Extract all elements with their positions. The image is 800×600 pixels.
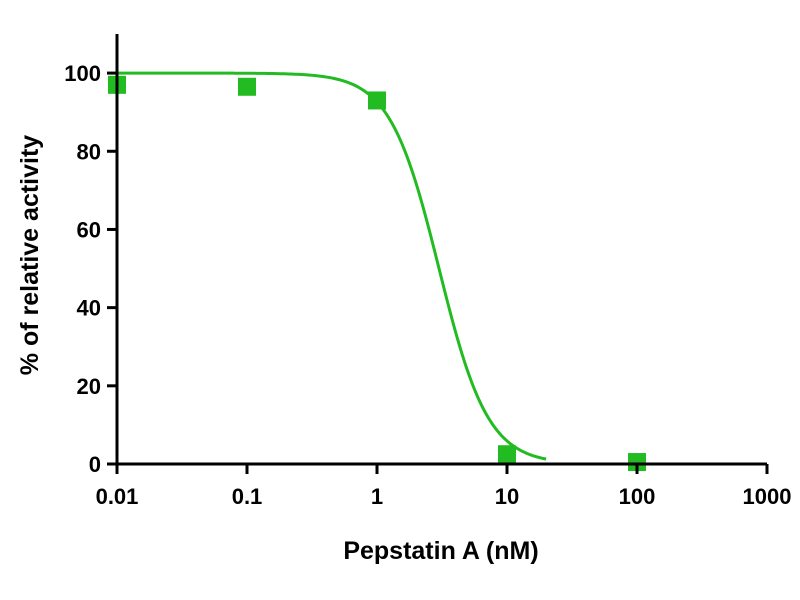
x-tick-label: 0.01 <box>96 484 139 509</box>
y-tick-label: 40 <box>77 296 101 321</box>
y-axis-title: % of relative activity <box>16 135 44 375</box>
data-point <box>628 453 646 472</box>
x-axis-title: Pepstatin A (nM) <box>343 537 538 565</box>
x-tick-label: 10 <box>495 484 519 509</box>
x-tick-label: 1000 <box>743 484 792 509</box>
y-tick-label: 80 <box>77 139 101 164</box>
y-tick-label: 100 <box>64 61 101 86</box>
y-tick-label: 0 <box>89 452 101 477</box>
data-point <box>368 91 386 110</box>
x-tick-label: 1 <box>371 484 383 509</box>
x-tick-label: 100 <box>619 484 656 509</box>
data-points-layer <box>108 75 646 472</box>
data-point <box>498 445 516 464</box>
y-tick-label: 20 <box>77 374 101 399</box>
y-tick-label: 60 <box>77 217 101 242</box>
y-axis-ticks: 0 20 40 60 80 100 <box>64 61 117 477</box>
fit-curve <box>117 71 547 461</box>
x-tick-label: 0.1 <box>232 484 263 509</box>
x-axis-ticks: 0.01 0.1 1 10 100 1000 <box>96 464 792 509</box>
axes: 0.01 0.1 1 10 100 1000 0 20 40 60 80 100 <box>64 34 791 509</box>
fit-curve-layer <box>117 71 547 461</box>
data-point <box>238 77 256 96</box>
